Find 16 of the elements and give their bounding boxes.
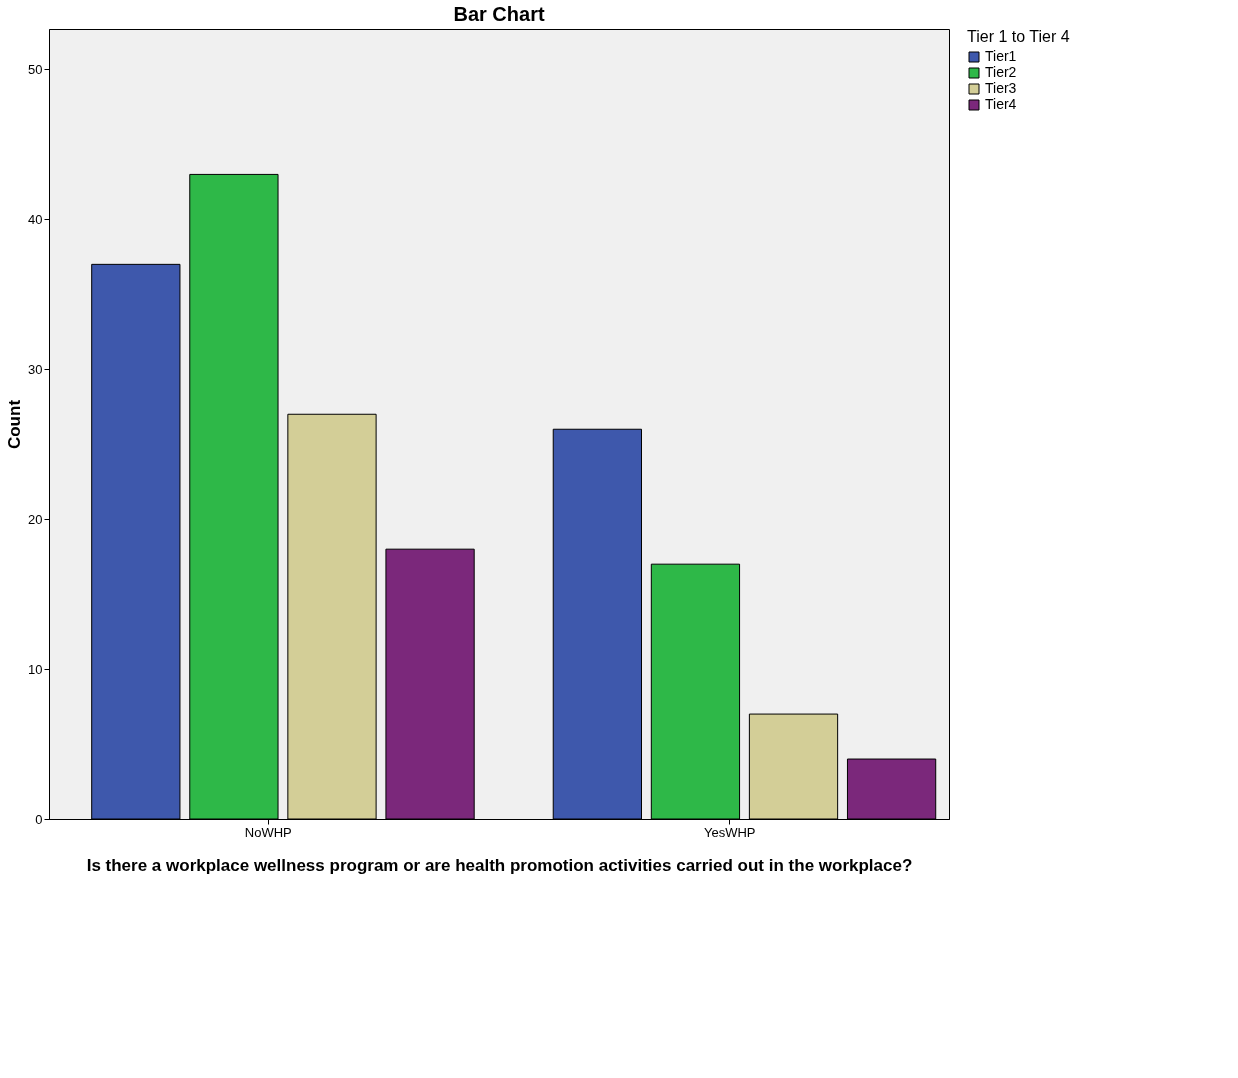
x-tick-label: NoWHP <box>244 824 292 840</box>
chart-title: Bar Chart <box>453 3 545 25</box>
y-tick-label: 10 <box>28 661 43 677</box>
y-axis-title: Count <box>5 399 25 450</box>
x-axis-title: Is there a workplace wellness program or are health promotion activities carried out in the workplace? <box>86 855 913 875</box>
y-tick-label: 30 <box>28 361 43 377</box>
legend-label: Tier4 <box>985 96 1017 112</box>
legend-label: Tier2 <box>985 64 1017 80</box>
y-tick-label: 50 <box>28 61 43 77</box>
legend-label: Tier1 <box>985 48 1017 64</box>
y-tick-label: 20 <box>28 511 43 527</box>
y-tick-label: 40 <box>28 211 43 227</box>
y-tick-label: 0 <box>35 811 43 827</box>
legend-label: Tier3 <box>985 80 1017 96</box>
x-tick-label: YesWHP <box>704 824 756 840</box>
legend-title: Tier 1 to Tier 4 <box>967 28 1070 45</box>
